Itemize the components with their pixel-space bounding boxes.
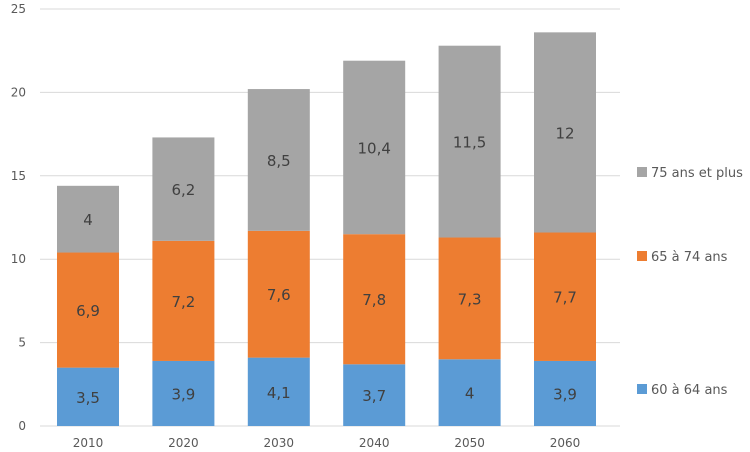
bar-segment [57,185,119,253]
data-label: 10,4 [357,139,390,157]
data-label: 3,5 [76,389,100,407]
x-axis-ticks: 2010 2020 2030 2040 2050 2060 [73,436,581,450]
data-label: 7,7 [553,289,577,307]
bar-group-2050: 4 7,3 11,5 [438,45,501,426]
bar-segment [534,232,596,361]
data-label: 7,6 [267,286,291,304]
bar-segment [57,367,119,426]
bar-group-2030: 4,1 7,6 8,5 [247,89,310,426]
x-tick-label: 2040 [359,436,390,450]
data-label: 6,9 [76,302,100,320]
legend-label: 75 ans et plus [651,166,743,181]
bar-segment [438,237,501,360]
y-tick-label: 15 [11,169,26,183]
x-tick-label: 2030 [264,436,295,450]
bar-group-2040: 3,7 7,8 10,4 [343,60,406,426]
x-tick-label: 2010 [73,436,104,450]
data-label: 3,7 [362,387,386,405]
data-label: 4 [83,211,93,229]
bar-segment [438,45,501,238]
bar-segment [57,252,119,368]
legend-swatch [637,167,647,177]
legend: 75 ans et plus 65 à 74 ans 60 à 64 ans [637,166,743,398]
bar-segment [152,360,215,426]
y-tick-label: 5 [18,336,26,350]
bar-segment [438,359,501,426]
legend-swatch [637,251,647,261]
legend-label: 60 à 64 ans [651,383,728,398]
bar-segment [247,357,310,426]
y-tick-label: 25 [11,2,26,16]
bar-group-2020: 3,9 7,2 6,2 [152,137,215,426]
data-label: 3,9 [171,385,195,403]
bar-segment [152,240,215,361]
bar-segment [534,360,596,426]
data-label: 12 [555,124,574,142]
bar-segment [247,230,310,358]
bar-segment [343,60,406,235]
legend-label: 65 à 74 ans [651,250,728,265]
data-label: 7,3 [458,290,482,308]
y-tick-label: 0 [18,419,26,433]
data-label: 7,8 [362,291,386,309]
legend-item: 60 à 64 ans [637,383,728,398]
data-label: 4 [465,385,475,403]
x-tick-label: 2020 [168,436,199,450]
data-label: 11,5 [453,134,486,152]
x-tick-label: 2060 [550,436,581,450]
bars: 3,5 6,9 4 3,9 7,2 6,2 4,1 7,6 8,5 3,7 7,8 10,4 4 7,3 1… [57,32,596,426]
data-label: 4,1 [267,384,291,402]
legend-item: 65 à 74 ans [637,250,728,265]
bar-group-2060: 3,9 7,7 12 [534,32,596,426]
data-label: 6,2 [171,181,195,199]
legend-item: 75 ans et plus [637,166,743,181]
gridlines [40,8,620,427]
data-label: 3,9 [553,385,577,403]
data-label: 7,2 [171,293,195,311]
bar-group-2010: 3,5 6,9 4 [57,185,119,426]
y-tick-label: 20 [11,85,26,99]
x-tick-label: 2050 [454,436,485,450]
y-tick-label: 10 [11,252,26,266]
bar-segment [343,234,406,365]
bar-segment [247,89,310,231]
legend-swatch [637,384,647,394]
bar-segment [343,364,406,426]
bar-segment [534,32,596,233]
bar-segment [152,137,215,241]
y-axis-ticks: 0 5 10 15 20 25 [11,2,26,433]
data-label: 8,5 [267,152,291,170]
